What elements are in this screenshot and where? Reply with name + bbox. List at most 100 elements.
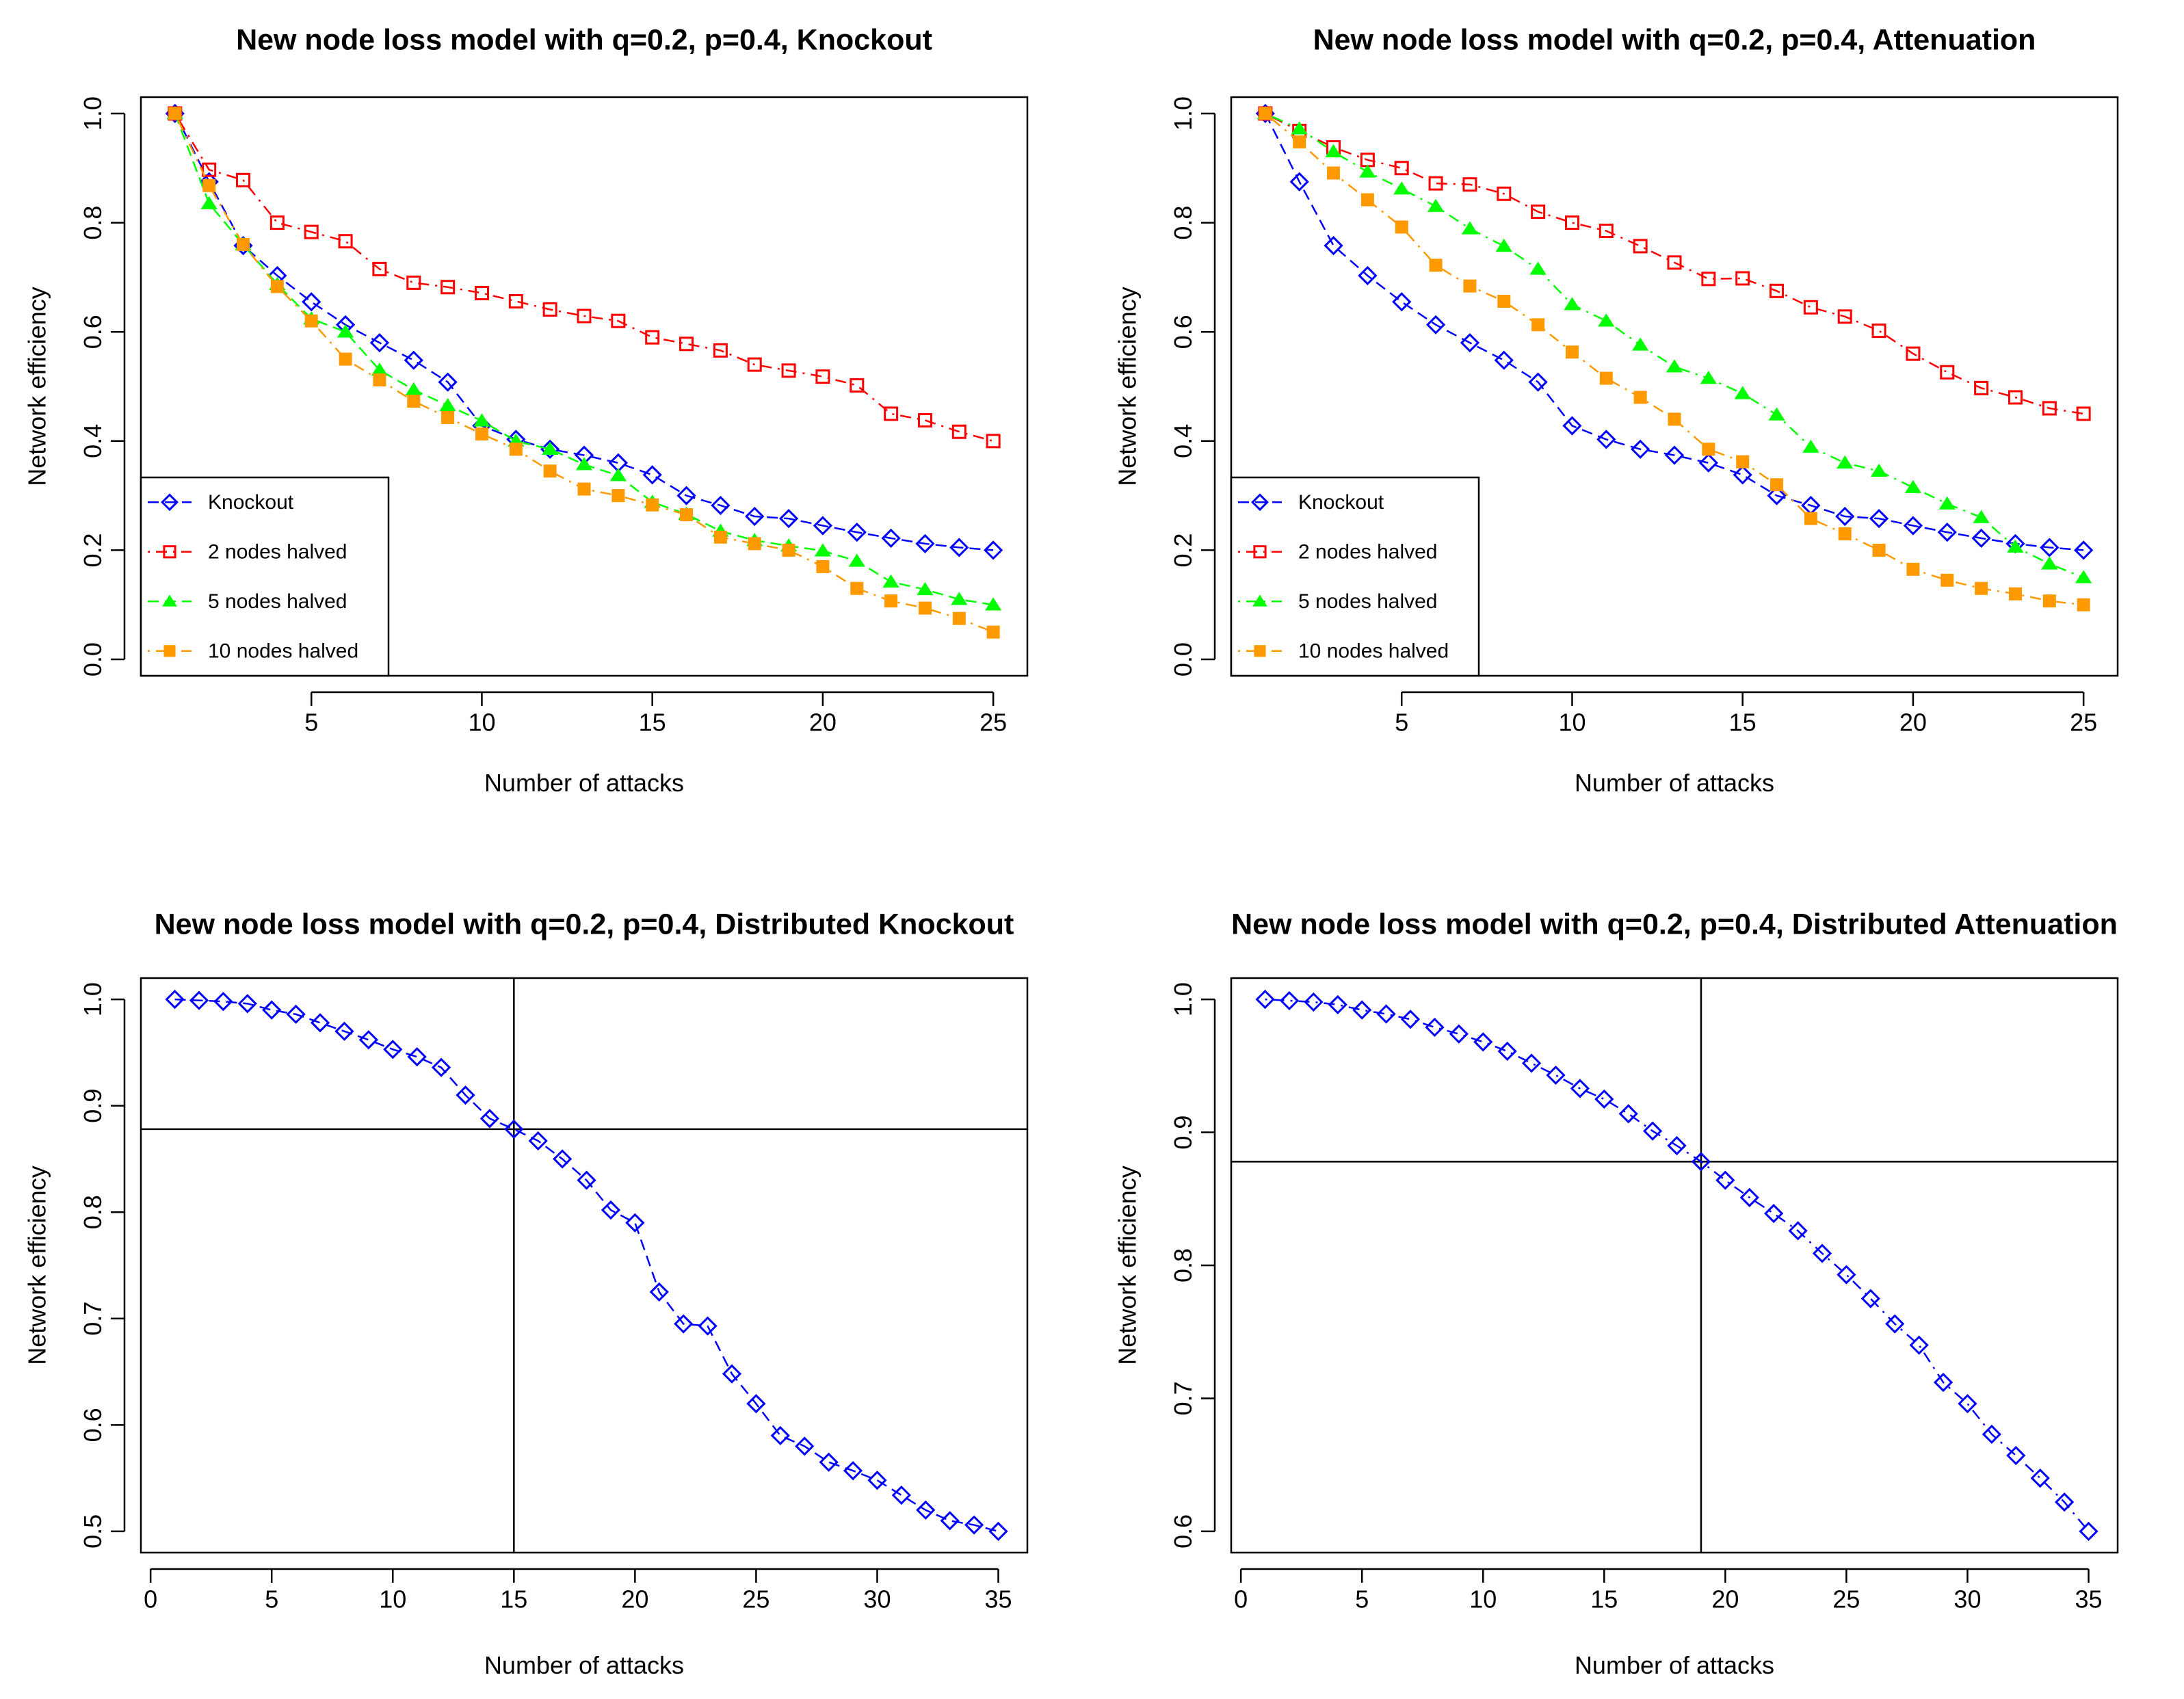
data-point — [1664, 445, 1685, 465]
data-point — [748, 537, 761, 551]
y-tick-label: 1.0 — [1169, 96, 1197, 131]
x-tick-label: 5 — [265, 1585, 278, 1613]
legend-marker — [1253, 545, 1267, 559]
y-tick-label: 0.8 — [79, 206, 107, 240]
data-point — [1598, 224, 1614, 239]
data-point — [1428, 176, 1443, 191]
data-point — [407, 395, 421, 408]
data-point — [474, 286, 489, 301]
data-point — [2077, 598, 2090, 611]
y-axis-label: Network efficiency — [1113, 287, 1141, 486]
data-point — [1392, 292, 1412, 312]
data-point — [1461, 221, 1479, 235]
data-point — [439, 397, 456, 412]
data-point — [1733, 465, 1752, 485]
data-point — [951, 592, 968, 605]
y-tick-label: 0.2 — [79, 533, 107, 567]
data-point — [438, 372, 458, 392]
data-point — [1982, 1424, 2001, 1445]
legend-label: 10 nodes halved — [1298, 640, 1449, 662]
data-point — [1860, 1289, 1880, 1308]
data-point — [1739, 1187, 1759, 1207]
x-tick-label: 35 — [2075, 1585, 2102, 1613]
data-point — [1599, 371, 1613, 385]
y-tick-label: 0.5 — [79, 1514, 107, 1549]
x-axis-label: Number of attacks — [1575, 1651, 1774, 1679]
legend-entry: 10 nodes halved — [1238, 640, 1449, 662]
data-point — [1698, 453, 1718, 473]
series-10-nodes-halved — [168, 107, 1000, 639]
data-point — [540, 439, 560, 459]
y-tick-label: 0.6 — [1169, 315, 1197, 349]
x-tick-label: 20 — [1899, 708, 1927, 736]
x-tick-label: 30 — [863, 1585, 891, 1613]
y-tick-label: 0.2 — [1169, 533, 1197, 567]
series-2-nodes-halved — [1258, 106, 2091, 421]
plot-frame — [140, 977, 1029, 1554]
data-point — [1289, 172, 1309, 192]
legend: Knockout 2 nodes halved 5 nodes halved 10 n… — [140, 476, 390, 677]
legend-label: 10 nodes halved — [208, 640, 358, 662]
data-point — [1529, 261, 1547, 275]
y-tick-label: 0.6 — [1169, 1514, 1197, 1549]
data-point — [1735, 271, 1750, 286]
data-point — [1973, 510, 1990, 523]
data-point — [1393, 181, 1410, 195]
data-point — [882, 574, 899, 588]
data-point — [213, 992, 233, 1012]
data-point — [819, 1452, 839, 1472]
data-point — [383, 1040, 403, 1059]
data-point — [1802, 439, 1819, 453]
y-tick-label: 0.7 — [79, 1302, 107, 1336]
data-point — [1903, 516, 1923, 536]
data-point — [1904, 479, 1922, 493]
data-point — [1767, 486, 1787, 505]
data-point — [337, 324, 354, 338]
legend-marker — [161, 493, 179, 512]
legend-entry: 2 nodes halved — [148, 540, 347, 563]
chart-panel-3: New node loss model with q=0.2, p=0.4, D… — [23, 908, 1029, 1679]
legend-entry: 5 nodes halved — [1238, 590, 1438, 613]
x-tick-label: 10 — [468, 708, 495, 736]
data-point — [843, 1461, 863, 1481]
data-point — [479, 1109, 500, 1129]
data-point — [1497, 294, 1511, 308]
data-point — [304, 314, 318, 328]
x-tick-label: 0 — [1234, 1585, 1248, 1613]
data-point — [1358, 265, 1378, 286]
data-point — [1668, 412, 1681, 426]
data-point — [473, 413, 490, 427]
data-point — [713, 530, 727, 544]
data-point — [611, 489, 625, 503]
data-point — [915, 534, 935, 553]
data-point — [310, 1013, 330, 1033]
data-point — [577, 482, 591, 496]
data-point — [1564, 297, 1581, 311]
x-tick-label: 20 — [809, 708, 837, 736]
data-point — [1596, 430, 1616, 449]
data-point — [1425, 315, 1446, 334]
data-point — [1933, 1372, 1953, 1393]
data-point — [781, 363, 796, 378]
y-tick-label: 1.0 — [1169, 982, 1197, 1016]
data-point — [722, 1364, 742, 1384]
chart-panel-1: New node loss model with q=0.2, p=0.4, K… — [23, 23, 1029, 797]
data-point — [1906, 562, 1920, 576]
data-point — [1909, 1335, 1929, 1355]
data-point — [1838, 527, 1852, 540]
data-point — [1804, 512, 1817, 525]
data-point — [2040, 538, 2060, 557]
data-point — [1769, 283, 1785, 298]
data-point — [1462, 177, 1477, 192]
data-point — [1633, 239, 1648, 254]
y-axis-label: Network efficiency — [1113, 1165, 1141, 1365]
y-tick-label: 0.4 — [1169, 424, 1197, 458]
x-tick-label: 25 — [979, 708, 1007, 736]
legend-marker — [1254, 645, 1266, 657]
data-point — [745, 506, 765, 527]
data-point — [813, 516, 833, 536]
data-point — [1279, 990, 1300, 1011]
series-line — [1264, 113, 2084, 551]
data-point — [1463, 279, 1477, 293]
data-point — [1788, 1221, 1808, 1241]
